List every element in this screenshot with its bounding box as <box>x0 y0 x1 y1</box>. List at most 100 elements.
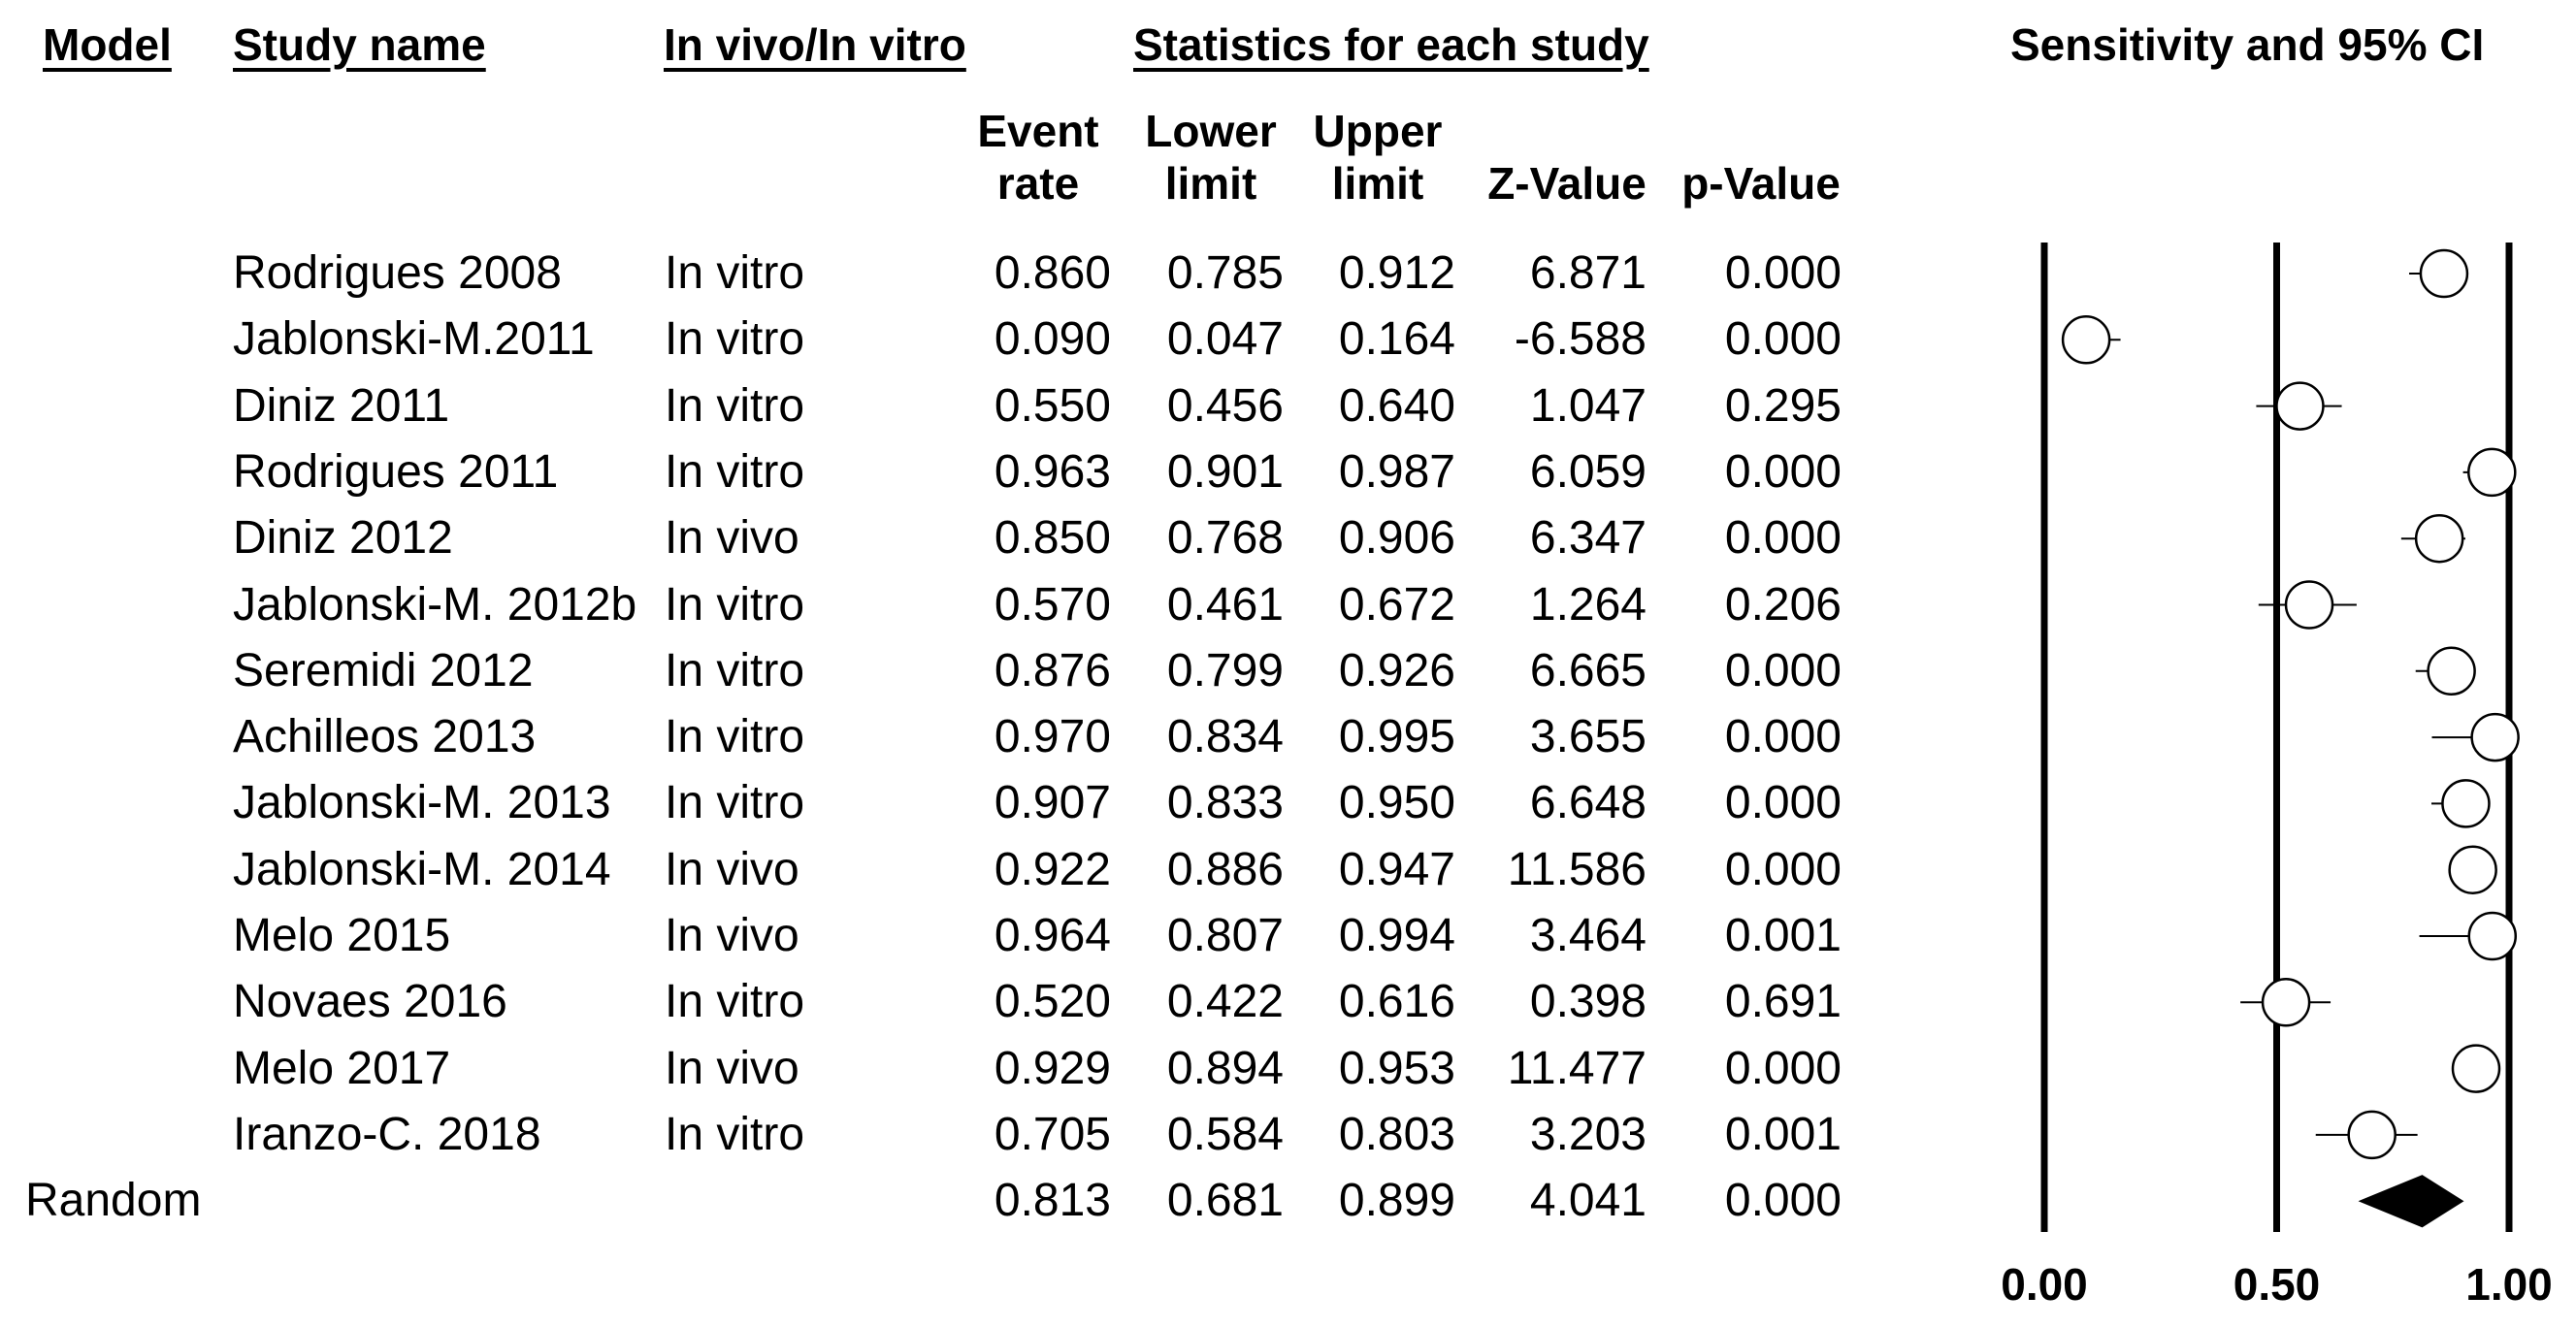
study-event-rate: 0.970 <box>994 711 1111 763</box>
study-lower: 0.584 <box>1166 1108 1284 1160</box>
study-lower: 0.834 <box>1166 711 1284 763</box>
study-name: Achilleos 2013 <box>233 711 537 763</box>
study-lower: 0.422 <box>1166 976 1284 1028</box>
study-p: 0.001 <box>1724 1108 1842 1160</box>
study-p: 0.000 <box>1724 1042 1842 1094</box>
pooled-diamond <box>2358 1175 2464 1228</box>
study-marker <box>2467 447 2517 498</box>
study-event-rate: 0.860 <box>994 247 1111 299</box>
subheader-z-value: Z-Value <box>1487 158 1647 209</box>
study-name: Melo 2015 <box>233 910 451 961</box>
study-lower: 0.461 <box>1166 578 1284 631</box>
study-z: 1.264 <box>1529 578 1647 631</box>
study-upper: 0.947 <box>1338 843 1455 895</box>
x-tick-label: 0.50 <box>2234 1259 2321 1310</box>
study-upper: 0.995 <box>1338 711 1455 763</box>
study-lower: 0.768 <box>1166 512 1284 565</box>
header-in-vivo-vitro: In vivo/In vitro <box>664 19 966 70</box>
study-marker <box>2275 381 2325 431</box>
x-tick-label: 0.00 <box>2001 1259 2088 1310</box>
study-p: 0.000 <box>1724 445 1842 498</box>
subheader-p-value: p-Value <box>1681 158 1841 209</box>
study-z: 3.464 <box>1529 910 1647 961</box>
study-marker <box>2448 845 2497 894</box>
study-type: In vitro <box>665 711 805 763</box>
study-type: In vitro <box>665 976 805 1028</box>
study-name: Diniz 2011 <box>233 379 450 432</box>
pooled-p: 0.000 <box>1724 1175 1842 1227</box>
study-marker <box>2470 712 2520 762</box>
study-upper: 0.994 <box>1338 910 1455 961</box>
study-type: In vivo <box>665 910 799 961</box>
study-upper: 0.987 <box>1338 445 1455 498</box>
study-type: In vivo <box>665 512 799 565</box>
subheader-lower-limit: Lower limit <box>1145 106 1277 209</box>
study-upper: 0.640 <box>1338 379 1455 432</box>
study-type: In vitro <box>665 777 805 829</box>
study-z: 11.586 <box>1507 843 1647 895</box>
study-marker <box>2284 580 2334 630</box>
study-name: Jablonski-M. 2013 <box>233 777 611 829</box>
study-p: 0.001 <box>1724 910 1842 961</box>
study-event-rate: 0.876 <box>994 644 1111 696</box>
study-z: 3.203 <box>1529 1108 1647 1160</box>
header-model: Model <box>43 19 172 70</box>
study-name: Iranzo-C. 2018 <box>233 1108 541 1160</box>
study-upper: 0.912 <box>1338 247 1455 299</box>
study-marker <box>2451 1044 2501 1093</box>
study-event-rate: 0.570 <box>994 578 1111 631</box>
study-type: In vitro <box>665 247 805 299</box>
study-upper: 0.672 <box>1338 578 1455 631</box>
study-lower: 0.886 <box>1166 843 1284 895</box>
study-type: In vitro <box>665 1108 805 1160</box>
study-type: In vivo <box>665 1042 799 1094</box>
study-marker <box>2441 779 2491 828</box>
pooled-lower: 0.681 <box>1166 1175 1284 1227</box>
study-name: Diniz 2012 <box>233 512 453 565</box>
study-name: Jablonski-M. 2012b <box>233 578 637 631</box>
study-p: 0.000 <box>1724 711 1842 763</box>
pooled-model-label: Random <box>25 1175 202 1227</box>
study-z: 6.347 <box>1529 512 1647 565</box>
study-marker <box>2467 911 2518 961</box>
study-type: In vitro <box>665 644 805 696</box>
study-type: In vitro <box>665 578 805 631</box>
study-p: 0.295 <box>1724 379 1842 432</box>
study-p: 0.691 <box>1724 976 1842 1028</box>
study-event-rate: 0.550 <box>994 379 1111 432</box>
study-z: 6.665 <box>1529 644 1647 696</box>
study-name: Jablonski-M. 2014 <box>233 843 611 895</box>
study-lower: 0.785 <box>1166 247 1284 299</box>
study-event-rate: 0.850 <box>994 512 1111 565</box>
study-z: -6.588 <box>1514 313 1647 366</box>
study-name: Seremidi 2012 <box>233 644 534 696</box>
study-z: 6.871 <box>1529 247 1647 299</box>
study-event-rate: 0.520 <box>994 976 1111 1028</box>
study-marker <box>2347 1110 2397 1160</box>
study-z: 6.648 <box>1529 777 1647 829</box>
study-event-rate: 0.922 <box>994 843 1111 895</box>
study-marker <box>2061 315 2111 365</box>
study-p: 0.206 <box>1724 578 1842 631</box>
subheader-event-rate: Event rate <box>977 106 1099 209</box>
study-event-rate: 0.963 <box>994 445 1111 498</box>
study-lower: 0.456 <box>1166 379 1284 432</box>
study-name: Rodrigues 2011 <box>233 445 559 498</box>
pooled-z: 4.041 <box>1529 1175 1647 1227</box>
study-upper: 0.926 <box>1338 644 1455 696</box>
study-p: 0.000 <box>1724 512 1842 565</box>
study-z: 6.059 <box>1529 445 1647 498</box>
study-upper: 0.164 <box>1338 313 1455 366</box>
study-p: 0.000 <box>1724 843 1842 895</box>
study-lower: 0.807 <box>1166 910 1284 961</box>
study-p: 0.000 <box>1724 644 1842 696</box>
study-name: Rodrigues 2008 <box>233 247 562 299</box>
study-marker <box>2414 513 2464 564</box>
header-study-name: Study name <box>233 19 486 70</box>
study-event-rate: 0.090 <box>994 313 1111 366</box>
study-marker <box>2427 646 2476 696</box>
study-z: 11.477 <box>1507 1042 1647 1094</box>
study-upper: 0.803 <box>1338 1108 1455 1160</box>
study-type: In vitro <box>665 445 805 498</box>
study-lower: 0.833 <box>1166 777 1284 829</box>
